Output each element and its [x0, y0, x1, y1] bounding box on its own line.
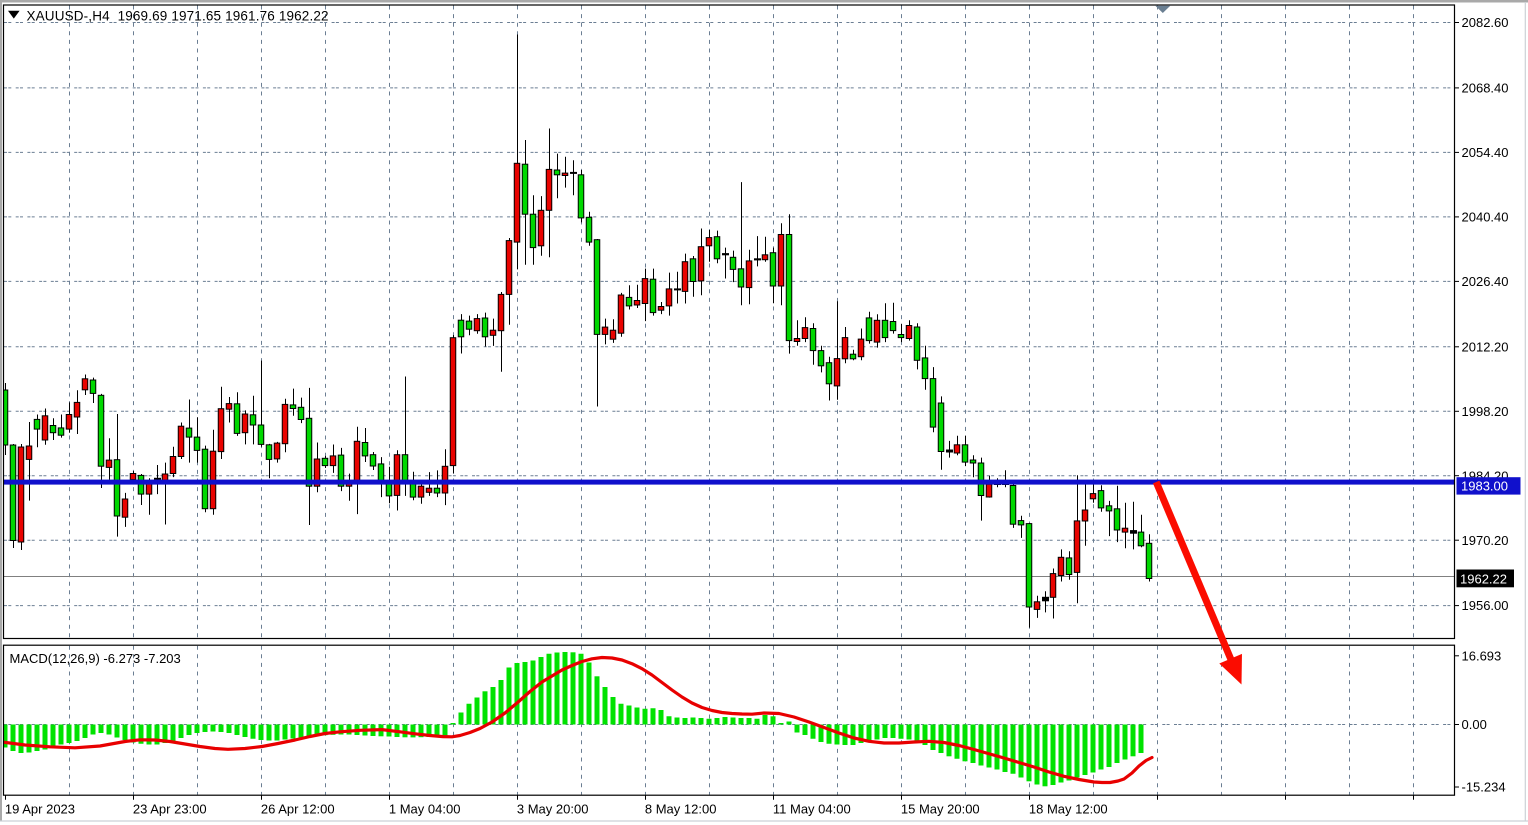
svg-text:18 May 12:00: 18 May 12:00 — [1029, 802, 1108, 817]
svg-text:2026.40: 2026.40 — [1462, 274, 1509, 289]
svg-text:1962.22: 1962.22 — [1460, 571, 1507, 586]
svg-text:1998.20: 1998.20 — [1462, 404, 1509, 419]
svg-text:8 May 12:00: 8 May 12:00 — [645, 802, 717, 817]
svg-text:1956.00: 1956.00 — [1462, 598, 1509, 613]
svg-text:23 Apr 23:00: 23 Apr 23:00 — [133, 802, 207, 817]
svg-text:-15.234: -15.234 — [1462, 780, 1506, 795]
svg-text:0.00: 0.00 — [1462, 717, 1487, 732]
svg-text:2082.60: 2082.60 — [1462, 15, 1509, 30]
svg-text:XAUUSD-,H4 1969.69 1971.65 19: XAUUSD-,H4 1969.69 1971.65 1961.76 1962.… — [27, 9, 329, 24]
svg-text:1 May 04:00: 1 May 04:00 — [389, 802, 461, 817]
svg-text:11 May 04:00: 11 May 04:00 — [773, 802, 851, 817]
svg-text:1970.20: 1970.20 — [1462, 533, 1509, 548]
svg-text:MACD(12,26,9) -6.273 -7.203: MACD(12,26,9) -6.273 -7.203 — [10, 651, 181, 666]
svg-text:3 May 20:00: 3 May 20:00 — [517, 802, 589, 817]
svg-text:2054.40: 2054.40 — [1462, 145, 1509, 160]
svg-text:15 May 20:00: 15 May 20:00 — [901, 802, 980, 817]
svg-text:2068.40: 2068.40 — [1462, 81, 1509, 96]
svg-text:19 Apr 2023: 19 Apr 2023 — [5, 802, 75, 817]
svg-text:26 Apr 12:00: 26 Apr 12:00 — [261, 802, 335, 817]
svg-text:1983.00: 1983.00 — [1461, 479, 1508, 494]
svg-text:2012.20: 2012.20 — [1462, 339, 1509, 354]
svg-text:16.693: 16.693 — [1462, 648, 1502, 663]
svg-text:2040.40: 2040.40 — [1462, 210, 1509, 225]
